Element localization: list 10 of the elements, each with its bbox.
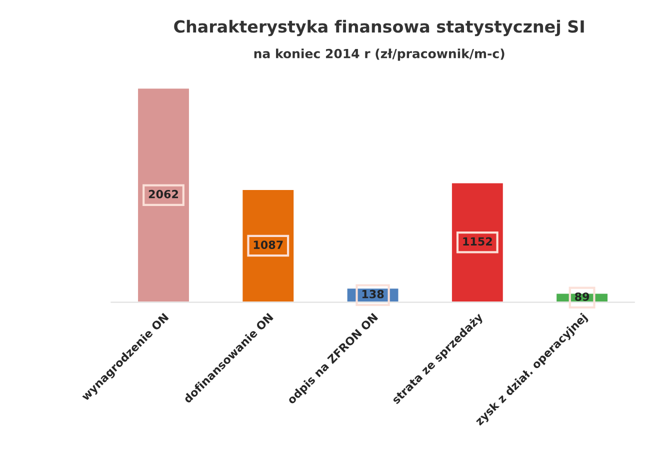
data-label: 89 [575,292,590,301]
bar [450,182,504,302]
data-label: 1152 [463,237,492,246]
data-label: 1087 [254,240,283,249]
chart-title: Charakterystyka finansowa statystycznej SI [174,20,584,36]
bar [241,188,295,302]
chart-subtitle: na koniec 2014 r (zł/pracownik/m-c) [254,48,504,61]
data-label: 2062 [148,190,178,198]
data-label: 138 [362,290,384,298]
bar [136,87,190,302]
